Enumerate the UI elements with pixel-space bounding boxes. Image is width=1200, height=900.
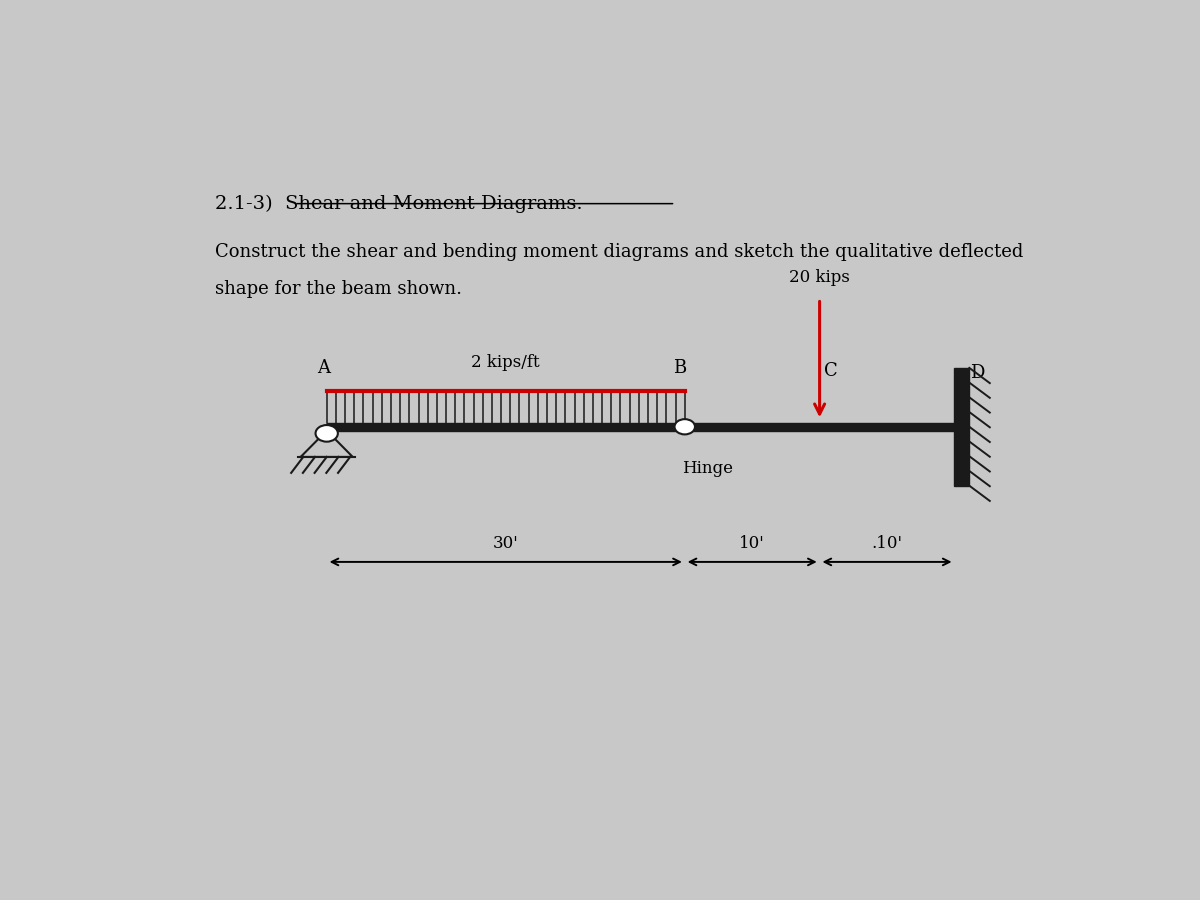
Text: Hinge: Hinge <box>683 460 733 477</box>
Text: B: B <box>673 359 686 377</box>
Text: Construct the shear and bending moment diagrams and sketch the qualitative defle: Construct the shear and bending moment d… <box>215 243 1024 261</box>
Text: .10': .10' <box>871 536 902 553</box>
Circle shape <box>674 419 695 435</box>
Circle shape <box>316 425 338 442</box>
Text: 10': 10' <box>739 536 766 553</box>
Bar <box>954 368 970 486</box>
Text: A: A <box>318 359 330 377</box>
Bar <box>326 423 954 430</box>
Text: 30': 30' <box>493 536 518 553</box>
Text: 2.1-3)  Shear and Moment Diagrams.: 2.1-3) Shear and Moment Diagrams. <box>215 194 583 213</box>
Text: 2 kips/ft: 2 kips/ft <box>472 355 540 372</box>
Text: C: C <box>824 362 838 380</box>
Text: shape for the beam shown.: shape for the beam shown. <box>215 280 462 298</box>
Text: D: D <box>971 364 985 382</box>
Text: 20 kips: 20 kips <box>790 269 850 286</box>
